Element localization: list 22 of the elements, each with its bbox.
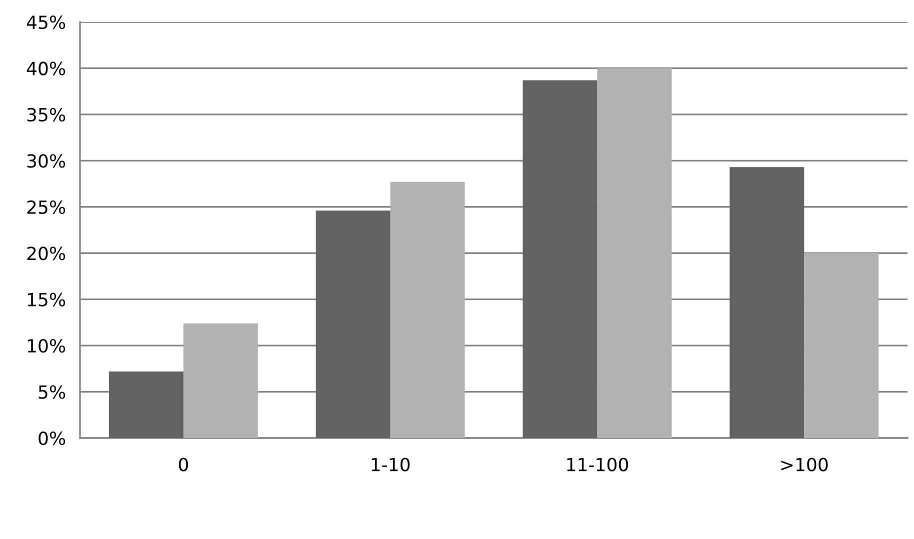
y-tick-label: 5% — [38, 385, 66, 399]
y-tick-label: 25% — [27, 200, 66, 214]
x-tick-label: 1-10 — [372, 458, 410, 472]
bar — [390, 182, 465, 438]
bar — [183, 323, 258, 438]
y-tick-label: 15% — [28, 292, 66, 306]
y-tick-label: 40% — [26, 62, 66, 76]
y-tick-label: 30% — [27, 154, 66, 168]
bar — [730, 167, 804, 438]
x-tick-label: 11-100 — [567, 458, 628, 472]
bar — [804, 253, 879, 438]
bar — [316, 210, 390, 438]
y-tick-label: 10% — [28, 339, 66, 353]
x-tick-label: 0 — [178, 458, 188, 472]
y-tick-label: 35% — [27, 108, 66, 122]
y-tick-label: 45% — [26, 15, 66, 30]
bar — [522, 80, 598, 438]
y-tick-label: 0% — [38, 431, 66, 446]
bar — [597, 68, 672, 438]
bar — [108, 371, 184, 438]
y-tick-label: 20% — [27, 246, 66, 260]
x-tick-label: >100 — [781, 458, 828, 472]
